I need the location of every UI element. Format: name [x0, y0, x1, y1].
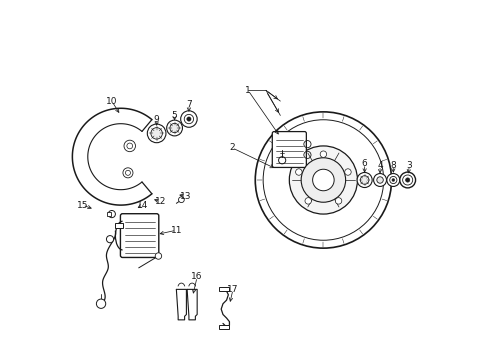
Circle shape	[186, 117, 191, 121]
Circle shape	[312, 169, 333, 191]
Text: 15: 15	[77, 201, 88, 210]
Circle shape	[301, 158, 345, 202]
Text: 13: 13	[179, 192, 191, 201]
Text: 8: 8	[389, 161, 395, 170]
Circle shape	[278, 157, 285, 164]
Circle shape	[151, 128, 162, 139]
Text: 16: 16	[191, 272, 203, 281]
Circle shape	[320, 151, 326, 157]
Circle shape	[155, 253, 162, 259]
Text: 9: 9	[153, 115, 159, 124]
Circle shape	[108, 211, 115, 218]
Circle shape	[399, 172, 415, 188]
Circle shape	[289, 146, 357, 214]
Circle shape	[166, 120, 182, 136]
Circle shape	[292, 149, 310, 167]
Text: 7: 7	[185, 100, 191, 109]
Circle shape	[376, 177, 383, 183]
Circle shape	[391, 179, 394, 181]
Bar	[219, 287, 229, 291]
Text: 10: 10	[106, 96, 117, 105]
Text: 14: 14	[136, 201, 148, 210]
Bar	[219, 324, 229, 329]
Circle shape	[373, 174, 386, 186]
Circle shape	[180, 111, 197, 127]
Text: 12: 12	[154, 197, 165, 206]
Circle shape	[360, 176, 368, 184]
Circle shape	[106, 235, 113, 243]
Text: 1: 1	[244, 86, 250, 95]
Text: 5: 5	[171, 111, 177, 120]
Circle shape	[356, 172, 371, 188]
Text: 3: 3	[406, 161, 411, 170]
Circle shape	[405, 178, 409, 182]
Text: 17: 17	[227, 285, 238, 294]
FancyBboxPatch shape	[272, 132, 306, 167]
Bar	[115, 223, 122, 228]
Bar	[107, 212, 111, 216]
Circle shape	[184, 114, 193, 124]
Circle shape	[178, 197, 184, 203]
Circle shape	[147, 124, 165, 143]
Circle shape	[389, 176, 396, 184]
Text: 6: 6	[361, 159, 367, 168]
Circle shape	[295, 169, 302, 175]
Circle shape	[169, 123, 179, 133]
Text: 2: 2	[229, 143, 234, 152]
Circle shape	[402, 175, 412, 185]
Text: 11: 11	[170, 226, 182, 235]
Circle shape	[96, 299, 105, 309]
Circle shape	[335, 198, 341, 204]
Text: 4: 4	[376, 161, 382, 170]
Circle shape	[305, 198, 311, 204]
Circle shape	[386, 174, 399, 186]
FancyBboxPatch shape	[120, 214, 159, 257]
Circle shape	[344, 169, 350, 175]
